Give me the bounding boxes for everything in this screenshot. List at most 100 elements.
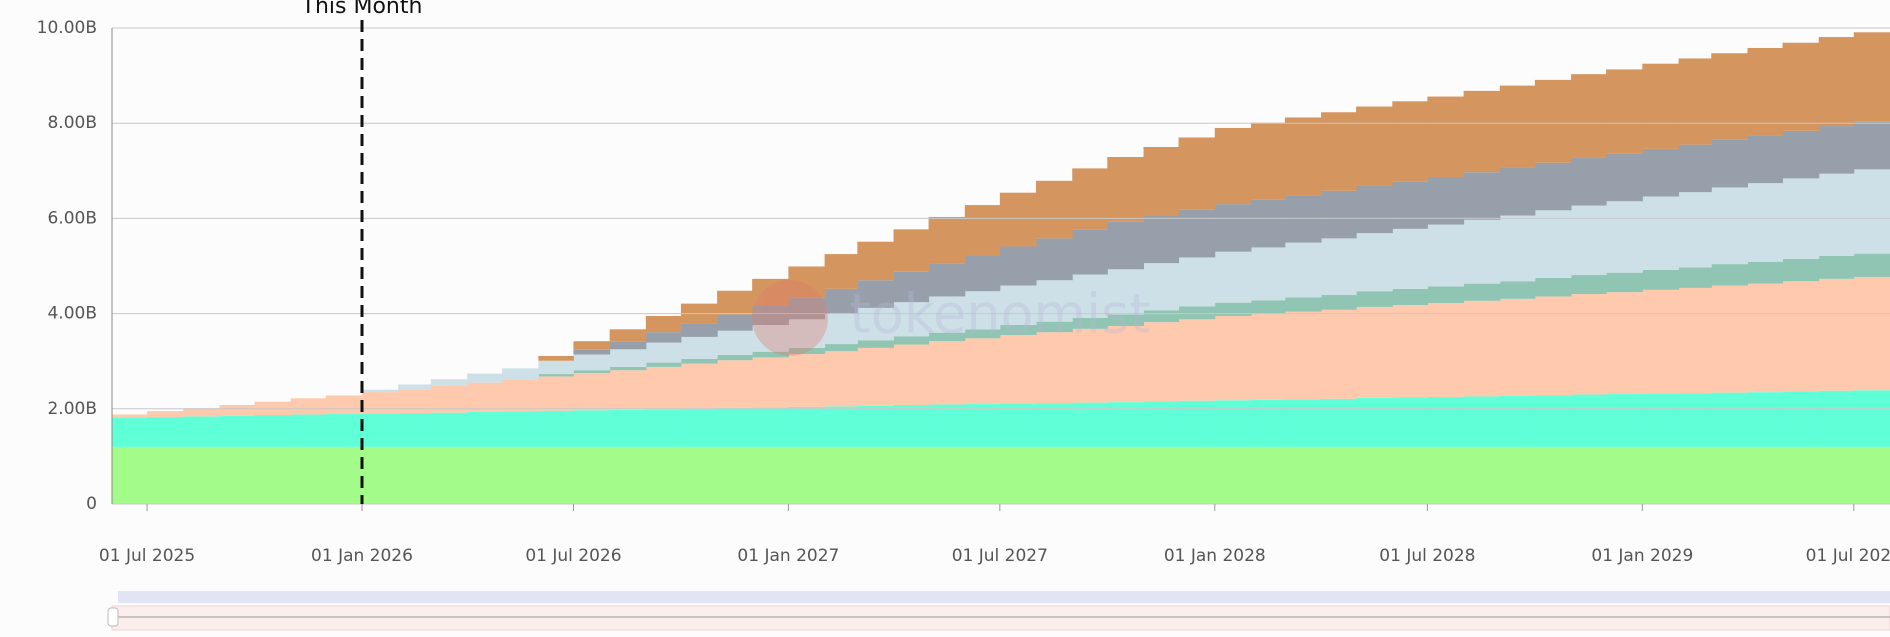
step-area	[752, 278, 789, 306]
step-area	[1782, 258, 1820, 282]
step-area	[325, 395, 363, 415]
step-area	[573, 446, 611, 504]
step-area	[1818, 126, 1855, 174]
slider-track[interactable]	[118, 591, 1890, 603]
range-slider[interactable]	[107, 591, 1890, 631]
step-area	[680, 336, 718, 359]
step-area	[1678, 58, 1712, 145]
step-area	[1534, 79, 1572, 163]
step-area	[1571, 294, 1607, 395]
step-area	[398, 389, 432, 414]
step-area	[1392, 446, 1428, 504]
step-area	[1606, 69, 1643, 154]
step-area	[1284, 242, 1322, 298]
step-area	[1463, 219, 1501, 284]
step-area	[609, 366, 647, 371]
step-area	[1678, 144, 1712, 193]
step-area	[857, 405, 895, 447]
slider-window[interactable]	[111, 605, 1890, 631]
step-area	[430, 412, 468, 447]
step-area	[752, 407, 789, 447]
step-area	[538, 446, 574, 504]
step-area	[1250, 446, 1286, 504]
step-area	[999, 403, 1037, 447]
step-area	[1392, 181, 1428, 229]
x-tick-label: 01 Jul 2025	[99, 546, 195, 566]
step-area	[219, 446, 256, 504]
step-area	[1782, 391, 1820, 447]
step-area	[1678, 267, 1712, 288]
step-area	[1392, 305, 1428, 398]
step-area	[538, 360, 574, 375]
step-area	[609, 349, 647, 367]
x-tick-label: 01 Jul 2028	[1379, 546, 1475, 566]
step-area	[147, 416, 184, 447]
x-tick-label: 01 Jan 2027	[737, 546, 839, 566]
step-area	[1711, 187, 1748, 265]
step-area	[430, 379, 468, 386]
step-area	[928, 332, 966, 342]
step-area	[1818, 446, 1855, 504]
step-area	[1534, 446, 1572, 504]
step-area	[964, 205, 1001, 256]
step-area	[1818, 173, 1855, 257]
x-tick-label: 01 Jan 2026	[311, 546, 413, 566]
step-area	[680, 323, 718, 337]
step-area	[1356, 397, 1393, 447]
step-area	[1571, 157, 1607, 206]
step-area	[928, 216, 966, 264]
step-area	[928, 341, 966, 405]
y-tick-label: 4.00B	[47, 304, 97, 324]
step-area	[1356, 185, 1393, 234]
step-area	[1036, 332, 1073, 404]
step-area	[1214, 446, 1252, 504]
step-area	[857, 280, 895, 308]
step-area	[1711, 53, 1748, 140]
step-area	[857, 340, 895, 348]
step-area	[467, 382, 503, 412]
step-area	[999, 285, 1037, 326]
step-area	[1250, 199, 1286, 248]
step-area	[752, 351, 789, 358]
step-area	[361, 392, 399, 414]
step-area	[219, 415, 256, 447]
step-area	[1427, 176, 1465, 225]
step-area	[824, 446, 858, 504]
step-area	[1427, 286, 1465, 304]
step-area	[680, 363, 718, 409]
step-area	[1606, 446, 1643, 504]
axes: 0 2.00B 4.00B 6.00B 8.00B 10.00B 01 Jul 2025 01…	[37, 0, 1890, 566]
step-area	[1678, 287, 1712, 394]
step-area	[999, 246, 1037, 286]
y-tick-label: 0	[86, 494, 97, 514]
step-area	[538, 355, 574, 361]
step-area	[398, 413, 432, 447]
step-area	[1036, 180, 1073, 239]
step-area	[1036, 446, 1073, 504]
step-area	[361, 389, 399, 393]
y-tick-label: 6.00B	[47, 208, 97, 228]
step-area	[645, 332, 682, 343]
step-area	[717, 360, 753, 408]
step-area	[928, 404, 966, 447]
step-area	[1072, 328, 1108, 403]
step-area	[1107, 402, 1145, 447]
step-area	[1678, 192, 1712, 268]
step-area	[147, 446, 184, 504]
step-area	[1356, 106, 1393, 186]
step-area	[147, 411, 184, 417]
step-area	[325, 414, 363, 447]
slider-handle[interactable]	[107, 607, 119, 627]
step-area	[1250, 314, 1286, 400]
step-area	[1036, 403, 1073, 447]
step-area	[680, 446, 718, 504]
step-area	[1853, 253, 1890, 277]
step-area	[1606, 201, 1643, 273]
step-area	[1356, 291, 1393, 307]
step-area	[893, 344, 930, 405]
step-area	[1321, 295, 1357, 310]
step-area	[361, 413, 399, 447]
step-area	[1782, 42, 1820, 131]
step-area	[1284, 117, 1322, 196]
